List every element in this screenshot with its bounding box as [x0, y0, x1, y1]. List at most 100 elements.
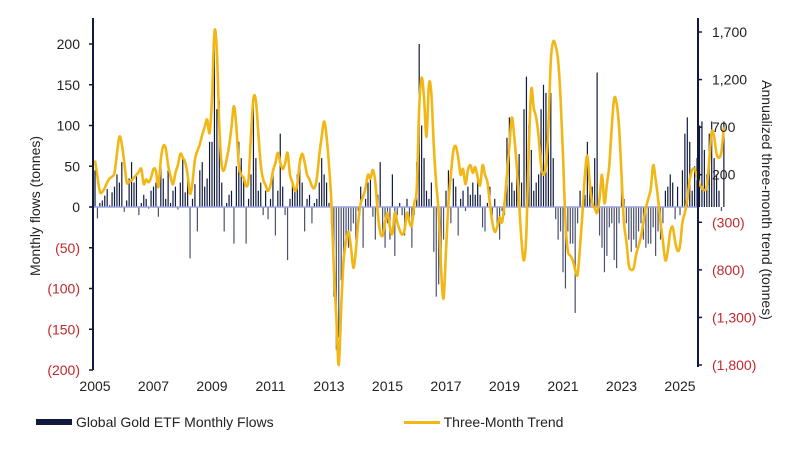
legend-item-trend: Three-Month Trend: [324, 414, 564, 430]
flow-bar: [211, 141, 213, 207]
flow-bar: [399, 202, 401, 207]
flow-bar: [360, 186, 362, 207]
flow-bar: [452, 178, 454, 207]
flow-bar: [174, 186, 177, 207]
x-tick-label: 2025: [664, 378, 695, 394]
flow-bar: [608, 207, 610, 228]
flow-bar: [603, 207, 606, 273]
flow-bar: [467, 186, 469, 207]
left-tick-label: 0: [72, 199, 80, 215]
flow-bar: [457, 207, 459, 236]
flow-bar: [272, 170, 274, 207]
left-tick-label: (200): [47, 362, 80, 378]
flow-bar: [462, 190, 464, 207]
flow-bar: [172, 190, 174, 207]
flow-bar: [425, 190, 428, 207]
x-tick-label: 2015: [372, 378, 403, 394]
flow-bar: [299, 158, 301, 207]
flow-bar: [698, 125, 701, 207]
left-tick-label: (150): [47, 321, 80, 337]
flow-bar: [369, 178, 372, 207]
flow-bar: [328, 202, 330, 207]
flow-bar: [355, 207, 357, 240]
left-tick-label: 100: [57, 118, 81, 134]
flow-bar: [262, 207, 264, 216]
flow-bar: [372, 207, 374, 217]
flow-bar: [243, 178, 245, 207]
flow-bar: [533, 190, 535, 207]
flow-bar: [664, 190, 666, 207]
flow-bar: [160, 162, 162, 207]
flow-bar: [484, 207, 486, 232]
flow-bar: [165, 198, 167, 207]
flow-bar: [94, 170, 96, 207]
flow-bar: [594, 158, 596, 207]
flow-bar: [235, 166, 237, 207]
flow-bar: [611, 207, 613, 224]
flow-bar: [655, 207, 657, 256]
x-tick-label: 2005: [79, 378, 110, 394]
flow-bar: [589, 190, 591, 207]
flow-bar: [606, 207, 608, 256]
flow-bar: [679, 207, 681, 216]
x-tick-label: 2007: [138, 378, 169, 394]
flow-bar: [189, 207, 191, 259]
flow-bar: [96, 207, 99, 219]
right-tick-label: 1,200: [712, 72, 747, 88]
right-axis: 1,700 1,200 700 200 (300) (800) (1,300) (1,800): [697, 18, 756, 373]
flow-bar: [572, 207, 574, 244]
flow-bar: [201, 162, 203, 207]
flow-bar: [274, 207, 276, 236]
flow-bar: [720, 207, 723, 212]
flow-bar: [391, 174, 393, 207]
flow-bar: [135, 174, 138, 207]
flow-bar: [257, 190, 259, 207]
flow-bar: [250, 174, 252, 207]
flow-bar: [535, 182, 537, 207]
flow-bar: [374, 207, 376, 240]
flow-bar: [182, 158, 184, 207]
left-tick-label: (100): [47, 281, 80, 297]
flow-bar: [118, 182, 120, 207]
flow-bar: [525, 76, 528, 207]
flow-bar: [435, 207, 437, 297]
legend-swatch-trend: [403, 420, 440, 424]
legend: Global Gold ETF Monthly Flows Three-Mont…: [36, 414, 613, 430]
flow-bar: [423, 158, 425, 207]
flow-bar: [559, 207, 562, 232]
flow-bar: [167, 170, 169, 207]
flow-bar: [267, 207, 269, 220]
flow-bar: [145, 198, 147, 207]
flow-bar: [138, 207, 140, 216]
flow-bar: [706, 174, 708, 207]
flow-bar: [347, 207, 350, 248]
flow-bar: [318, 182, 320, 207]
flow-bar: [547, 125, 549, 207]
x-tick-label: 2011: [255, 378, 285, 394]
flow-bar: [430, 182, 432, 207]
flow-bar: [223, 207, 225, 232]
flow-bar: [523, 109, 525, 207]
flow-bar: [464, 207, 467, 212]
flow-bar: [216, 109, 218, 207]
flow-bar: [445, 190, 447, 207]
flow-bar: [325, 182, 328, 207]
left-tick-label: 50: [64, 158, 80, 174]
left-axis-title: Monthly flows (tonnes): [27, 136, 43, 276]
flow-bar: [308, 194, 311, 207]
flow-bar: [169, 202, 172, 207]
flow-bar: [109, 205, 111, 207]
flow-bar: [657, 207, 659, 232]
flow-bar: [240, 158, 242, 207]
flow-bar: [438, 207, 440, 285]
flow-bar: [367, 182, 369, 207]
flow-bar: [394, 207, 396, 256]
left-tick-label: 150: [57, 77, 81, 93]
flow-bar: [335, 207, 337, 350]
flow-bar: [613, 207, 615, 260]
legend-label-trend: Three-Month Trend: [443, 414, 564, 430]
flow-bar: [499, 207, 501, 240]
flow-bar: [511, 182, 513, 207]
flow-bar: [518, 154, 520, 207]
flow-bar: [460, 198, 462, 207]
